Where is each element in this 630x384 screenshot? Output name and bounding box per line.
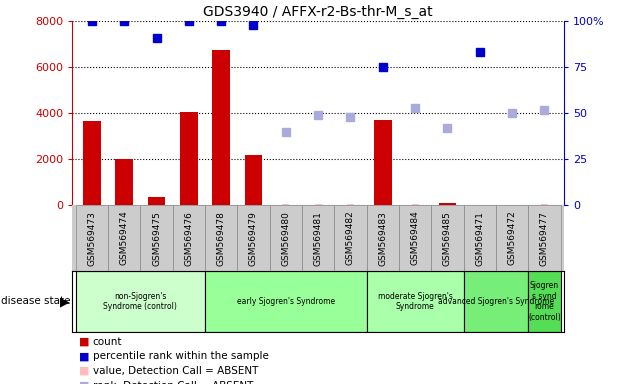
- Text: GSM569477: GSM569477: [540, 211, 549, 265]
- Text: GSM569478: GSM569478: [217, 211, 226, 265]
- Bar: [399, 205, 432, 271]
- Text: GSM569474: GSM569474: [120, 211, 129, 265]
- Bar: [464, 205, 496, 271]
- Text: percentile rank within the sample: percentile rank within the sample: [93, 351, 268, 361]
- Text: value, Detection Call = ABSENT: value, Detection Call = ABSENT: [93, 366, 258, 376]
- Text: GSM569473: GSM569473: [88, 211, 96, 265]
- Bar: [335, 205, 367, 271]
- Text: ▶: ▶: [60, 295, 69, 308]
- Text: GSM569481: GSM569481: [314, 211, 323, 265]
- Bar: [282, 204, 289, 205]
- Text: rank, Detection Call = ABSENT: rank, Detection Call = ABSENT: [93, 381, 253, 384]
- Text: GSM569482: GSM569482: [346, 211, 355, 265]
- Bar: [367, 205, 399, 271]
- Text: GSM569475: GSM569475: [152, 211, 161, 265]
- Bar: [244, 155, 262, 205]
- Text: Sjogren
s synd
rome
(control): Sjogren s synd rome (control): [528, 281, 561, 321]
- Bar: [238, 205, 270, 271]
- Text: non-Sjogren's
Syndrome (control): non-Sjogren's Syndrome (control): [103, 292, 177, 311]
- Bar: [529, 271, 561, 332]
- Bar: [314, 204, 322, 205]
- Text: ■: ■: [79, 366, 89, 376]
- Bar: [205, 205, 238, 271]
- Text: moderate Sjogren's
Syndrome: moderate Sjogren's Syndrome: [378, 292, 452, 311]
- Bar: [108, 205, 140, 271]
- Text: ■: ■: [79, 381, 89, 384]
- Bar: [347, 204, 354, 205]
- Text: count: count: [93, 337, 122, 347]
- Text: advanced Sjogren's Syndrome: advanced Sjogren's Syndrome: [438, 297, 554, 306]
- Bar: [374, 120, 392, 205]
- Text: GSM569471: GSM569471: [475, 211, 484, 265]
- Bar: [76, 271, 205, 332]
- Bar: [205, 271, 367, 332]
- Text: GSM569483: GSM569483: [378, 211, 387, 265]
- Bar: [411, 204, 419, 205]
- Text: early Sjogren's Syndrome: early Sjogren's Syndrome: [237, 297, 335, 306]
- Bar: [180, 112, 198, 205]
- Bar: [541, 204, 548, 205]
- Text: GSM569476: GSM569476: [185, 211, 193, 265]
- Bar: [438, 203, 456, 205]
- Bar: [367, 271, 464, 332]
- Text: GSM569484: GSM569484: [411, 211, 420, 265]
- Bar: [83, 121, 101, 205]
- Text: GSM569485: GSM569485: [443, 211, 452, 265]
- Bar: [529, 205, 561, 271]
- Bar: [173, 205, 205, 271]
- Bar: [147, 197, 166, 205]
- Title: GDS3940 / AFFX-r2-Bs-thr-M_s_at: GDS3940 / AFFX-r2-Bs-thr-M_s_at: [203, 5, 433, 19]
- Bar: [76, 205, 108, 271]
- Text: GSM569472: GSM569472: [508, 211, 517, 265]
- Bar: [464, 271, 529, 332]
- Bar: [302, 205, 335, 271]
- Bar: [140, 205, 173, 271]
- Text: GSM569480: GSM569480: [282, 211, 290, 265]
- Text: disease state: disease state: [1, 296, 70, 306]
- Text: ■: ■: [79, 337, 89, 347]
- Bar: [270, 205, 302, 271]
- Bar: [115, 159, 133, 205]
- Text: GSM569479: GSM569479: [249, 211, 258, 265]
- Bar: [212, 50, 230, 205]
- Bar: [432, 205, 464, 271]
- Text: ■: ■: [79, 351, 89, 361]
- Bar: [496, 205, 529, 271]
